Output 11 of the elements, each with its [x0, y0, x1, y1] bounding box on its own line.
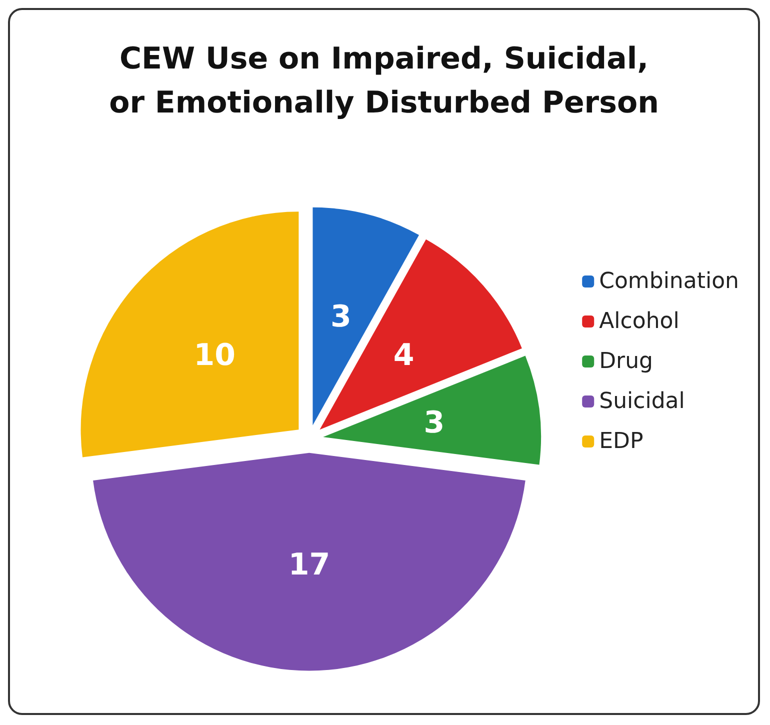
data-label: 3: [330, 299, 352, 334]
data-label: 4: [393, 338, 414, 374]
legend-label: Suicidal: [599, 389, 685, 414]
data-label: 10: [194, 338, 236, 374]
data-label: 3: [424, 405, 445, 440]
legend-label: Alcohol: [599, 309, 680, 334]
legend-label: EDP: [599, 429, 644, 454]
data-label: 17: [288, 547, 330, 582]
chart-title: CEW Use on Impaired, Suicidal, or Emotionally Disturbed Person: [109, 42, 659, 120]
legend-label: Drug: [599, 349, 654, 374]
legend-label: Combination: [599, 269, 740, 294]
